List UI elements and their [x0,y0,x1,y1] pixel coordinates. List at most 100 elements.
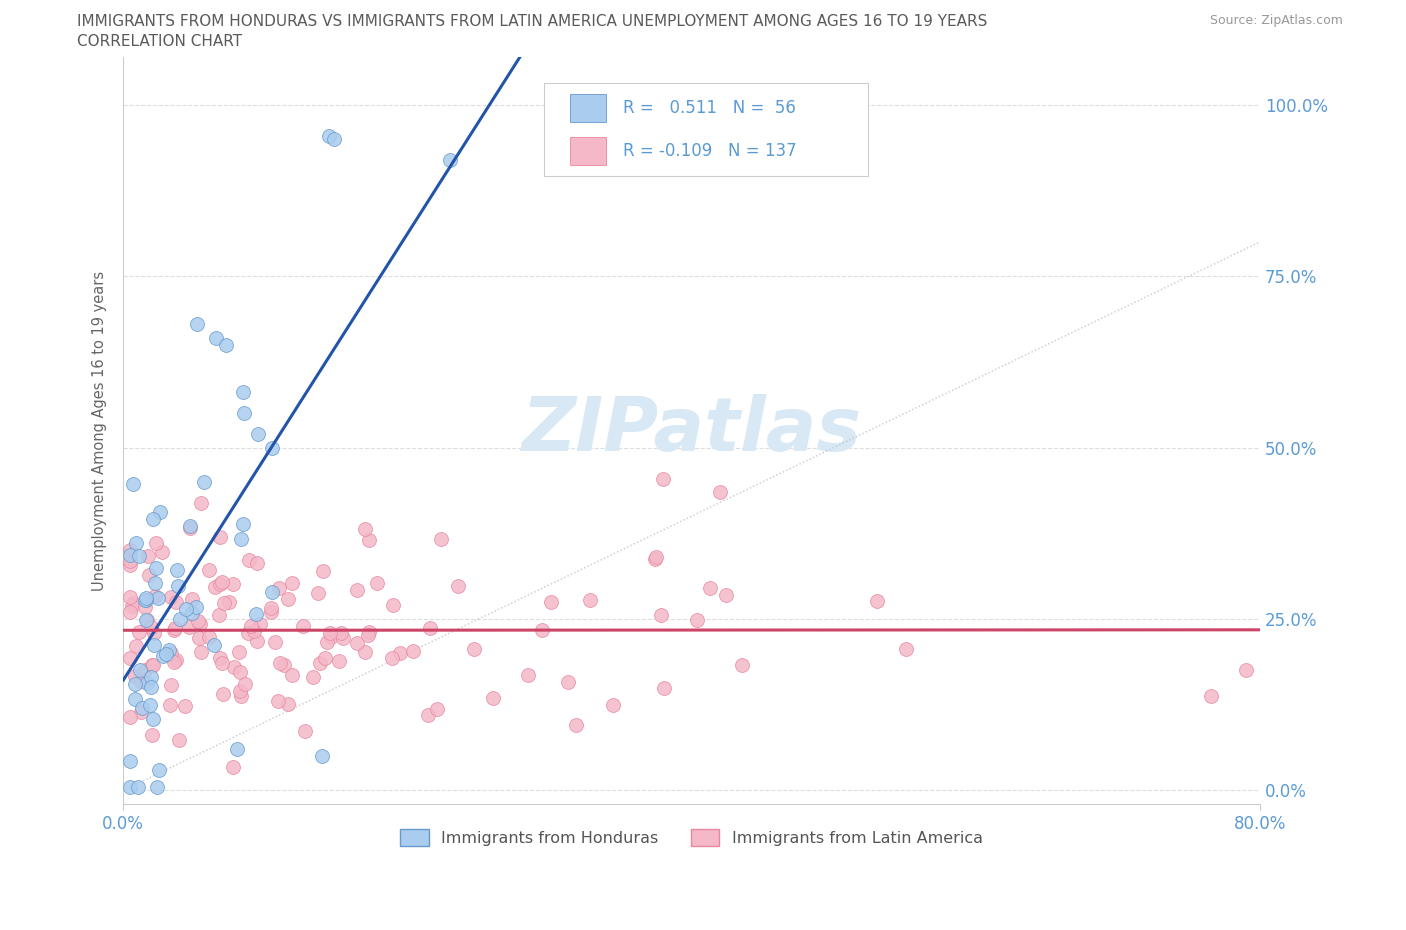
Point [163,620,186,635]
Point [439,153,461,167]
Point [240,618,263,633]
Point [231,688,253,703]
Point [157,643,180,658]
Point [247,427,270,442]
Point [366,576,388,591]
Point [277,591,299,606]
Point [354,644,377,659]
Point [186,317,208,332]
Point [150,545,173,560]
Point [152,649,174,664]
Point [260,604,283,619]
Point [125,536,148,551]
Point [165,594,187,609]
Point [228,684,250,698]
Point [280,668,302,683]
Point [208,650,231,665]
Point [121,598,143,613]
Point [381,598,404,613]
Point [211,575,233,590]
Point [139,619,162,634]
Point [652,472,675,486]
Point [714,587,737,602]
Point [139,698,162,712]
Point [202,638,225,653]
Text: IMMIGRANTS FROM HONDURAS VS IMMIGRANTS FROM LATIN AMERICA UNEMPLOYMENT AMONG AGE: IMMIGRANTS FROM HONDURAS VS IMMIGRANTS F… [77,14,987,29]
Point [177,620,200,635]
Point [709,485,731,499]
Point [146,779,169,794]
Point [233,405,256,420]
Point [155,647,177,662]
Point [188,631,211,645]
Point [222,760,245,775]
Point [173,698,195,713]
Point [159,698,181,712]
Text: R =   0.511   N =  56: R = 0.511 N = 56 [623,100,796,117]
Point [211,656,233,671]
Point [167,732,190,747]
Point [136,676,159,691]
Point [143,589,166,604]
Point [214,596,236,611]
Point [233,677,256,692]
Point [145,536,167,551]
Point [142,512,165,526]
Point [166,563,188,578]
Point [229,665,252,680]
Point [160,645,183,660]
Point [120,590,142,604]
Point [381,651,404,666]
Point [249,617,271,631]
Point [316,634,339,649]
Point [135,613,157,628]
Point [602,698,624,712]
Point [262,440,284,455]
Point [169,612,191,627]
Point [652,681,675,696]
Point [142,711,165,726]
Point [204,579,226,594]
Point [245,606,267,621]
Point [277,697,299,711]
Bar [569,137,606,166]
Point [179,520,201,535]
Point [134,662,156,677]
Point [120,548,142,563]
Point [273,658,295,673]
Point [181,606,204,621]
Point [224,659,246,674]
Point [127,779,149,794]
Point [197,563,219,578]
Point [120,558,142,573]
Point [269,656,291,671]
Point [141,728,163,743]
Point [357,628,380,643]
Point [281,576,304,591]
Point [346,635,368,650]
Point [208,607,231,622]
Point [120,779,142,794]
Point [243,624,266,639]
Text: Source: ZipAtlas.com: Source: ZipAtlas.com [1209,14,1343,27]
Point [447,578,470,593]
Point [294,724,316,738]
Point [190,496,212,511]
Point [139,670,162,684]
Point [307,586,329,601]
Point [267,580,290,595]
Text: ZIPatlas: ZIPatlas [522,394,862,467]
Point [135,592,157,607]
Point [238,552,260,567]
Point [145,561,167,576]
Point [516,667,538,682]
Point [311,749,333,764]
Point [138,567,160,582]
Point [120,753,142,768]
Point [318,128,340,143]
Point [650,607,672,622]
Point [267,694,290,709]
Text: R = -0.109   N = 137: R = -0.109 N = 137 [623,142,797,160]
Point [894,642,917,657]
Point [160,590,183,604]
